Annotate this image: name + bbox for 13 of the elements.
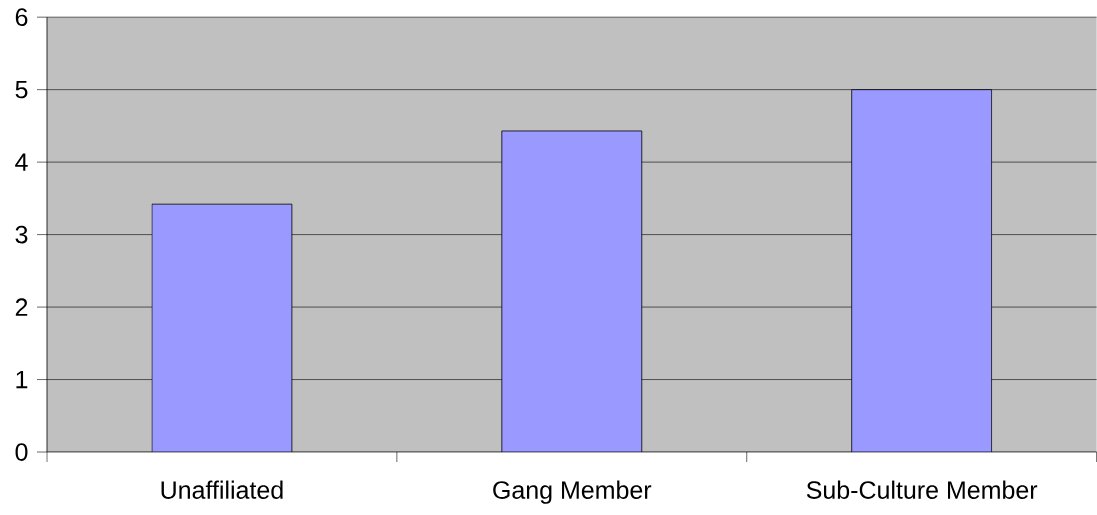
bar	[151, 204, 292, 453]
bar	[501, 130, 642, 453]
y-tick-label: 2	[15, 298, 28, 316]
bar	[851, 89, 993, 453]
y-tick-label: 3	[15, 225, 28, 244]
y-tick-label: 6	[15, 8, 28, 27]
x-tick-label: Sub-Culture Member	[806, 480, 1038, 499]
y-tick-label: 1	[16, 370, 28, 389]
y-tick-label: 5	[15, 80, 28, 99]
y-tick-label: 4	[15, 153, 28, 171]
x-tick-label: Gang Member	[493, 480, 652, 504]
y-tick-label: 0	[15, 443, 28, 461]
x-tick-label: Unaffiliated	[161, 480, 283, 499]
